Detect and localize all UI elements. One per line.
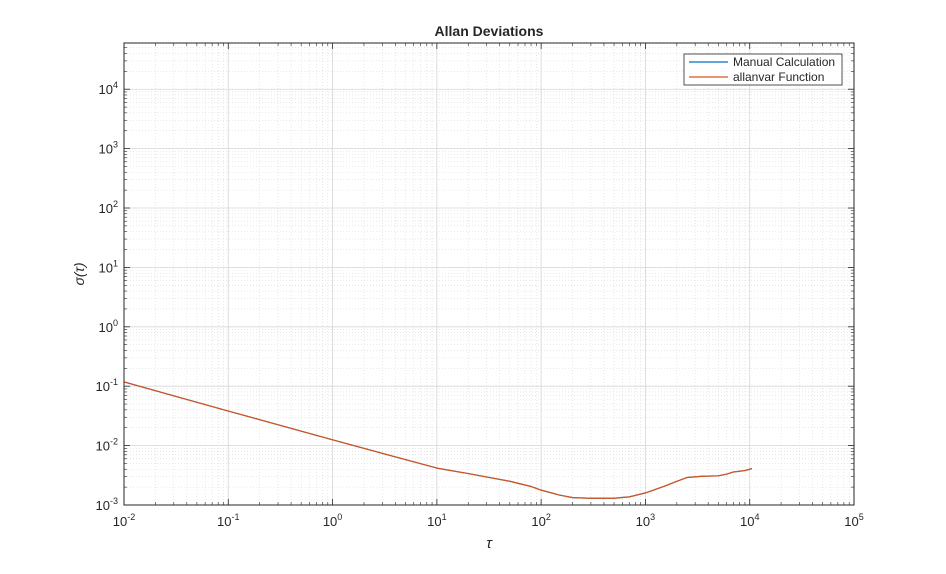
x-tick-label-base: 10 <box>427 514 441 529</box>
y-tick-label-exponent: -1 <box>110 377 118 387</box>
x-tick-label: 101 <box>427 512 446 529</box>
y-tick-label-exponent: -3 <box>110 496 118 506</box>
x-tick-label: 100 <box>323 512 342 529</box>
y-tick-label: 10-2 <box>96 437 118 454</box>
y-tick-label-base: 10 <box>96 498 110 513</box>
x-tick-label-exponent: -1 <box>232 512 240 522</box>
y-tick-label: 10-1 <box>96 377 118 394</box>
y-tick-label-exponent: 4 <box>113 80 118 90</box>
minor-grid <box>124 43 854 505</box>
y-tick-label-exponent: 0 <box>113 318 118 328</box>
y-tick-label: 100 <box>99 318 118 335</box>
x-tick-label-base: 10 <box>323 514 337 529</box>
x-tick-label-exponent: 4 <box>754 512 759 522</box>
x-tick-label: 10-1 <box>217 512 239 529</box>
y-tick-label-exponent: 1 <box>113 258 118 268</box>
x-tick-label: 10-2 <box>113 512 135 529</box>
x-tick-label: 104 <box>740 512 759 529</box>
y-tick-label-base: 10 <box>99 260 113 275</box>
y-axis-label: σ(τ) <box>71 262 87 285</box>
y-tick-label-base: 10 <box>96 439 110 454</box>
chart-title: Allan Deviations <box>435 23 544 39</box>
series-layer <box>123 381 753 499</box>
y-tick-label-base: 10 <box>96 379 110 394</box>
plot-frame <box>123 42 855 506</box>
x-tick-label-exponent: -2 <box>127 512 135 522</box>
legend: Manual Calculation allanvar Function <box>683 53 843 86</box>
y-tick-label: 101 <box>99 258 118 275</box>
x-tick-label-base: 10 <box>844 514 858 529</box>
x-tick-label: 103 <box>636 512 655 529</box>
y-tick-label: 102 <box>99 199 118 216</box>
plot-area <box>124 43 854 505</box>
y-tick-label: 103 <box>99 140 118 157</box>
legend-label-manual-calculation: Manual Calculation <box>733 55 835 69</box>
x-tick-label-exponent: 5 <box>859 512 864 522</box>
legend-box <box>683 53 843 86</box>
y-tick-label-exponent: -2 <box>110 437 118 447</box>
x-tick-label-base: 10 <box>531 514 545 529</box>
y-tick-label: 104 <box>99 80 118 97</box>
y-tick-label-base: 10 <box>99 320 113 335</box>
x-tick-label-exponent: 1 <box>442 512 447 522</box>
series-line-allanvar-function <box>123 381 753 499</box>
x-tick-label-base: 10 <box>740 514 754 529</box>
y-tick-label-base: 10 <box>99 201 113 216</box>
x-tick-label: 102 <box>531 512 550 529</box>
y-tick-label-base: 10 <box>99 82 113 97</box>
x-tick-label-exponent: 3 <box>650 512 655 522</box>
x-axis-label: τ <box>486 535 493 552</box>
x-tick-label-base: 10 <box>217 514 231 529</box>
legend-label-allanvar-function: allanvar Function <box>733 70 824 84</box>
y-tick-label: 10-3 <box>96 496 118 513</box>
x-tick-labels: 10-2 10-1 100 101 102 103 104 105 <box>113 512 864 529</box>
y-tick-label-base: 10 <box>99 142 113 157</box>
x-tick-label: 105 <box>844 512 863 529</box>
y-tick-label-exponent: 2 <box>113 199 118 209</box>
y-tick-label-exponent: 3 <box>113 140 118 150</box>
x-tick-label-exponent: 0 <box>337 512 342 522</box>
x-tick-label-exponent: 2 <box>546 512 551 522</box>
x-tick-label-base: 10 <box>636 514 650 529</box>
x-tick-label-base: 10 <box>113 514 127 529</box>
